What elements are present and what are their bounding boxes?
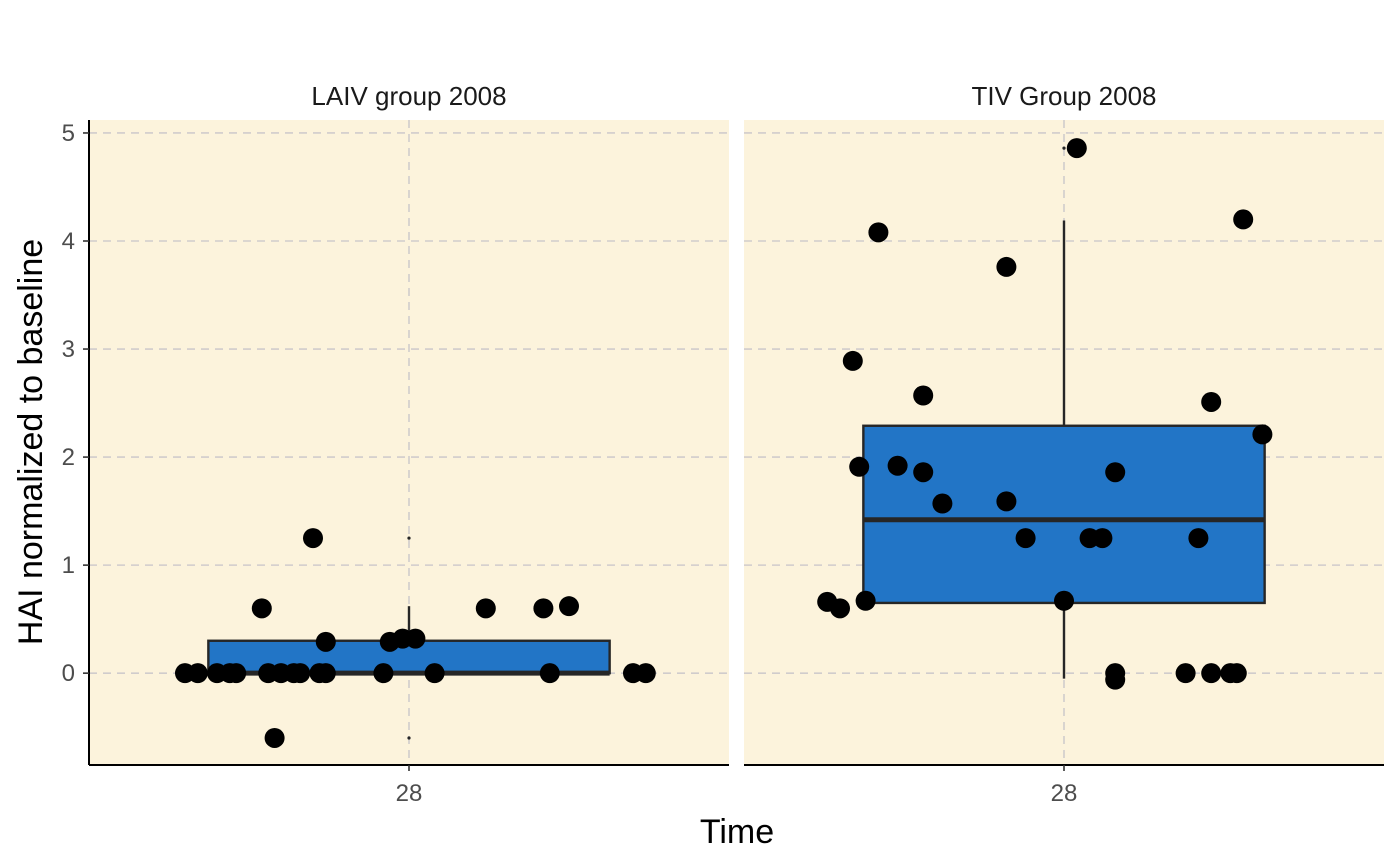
data-point <box>1201 663 1222 684</box>
data-point <box>226 663 247 684</box>
y-tick-label: 3 <box>62 336 75 363</box>
data-point <box>830 598 850 619</box>
x-axis-title: Time <box>700 813 774 851</box>
data-point <box>405 628 426 649</box>
data-point <box>424 663 445 684</box>
data-point <box>539 663 560 684</box>
data-point <box>303 528 323 549</box>
data-point <box>1105 669 1126 690</box>
y-tick-label: 5 <box>62 120 75 147</box>
data-point <box>290 663 311 684</box>
x-tick-label: 28 <box>396 780 423 807</box>
data-point <box>264 727 285 748</box>
data-point <box>996 491 1017 512</box>
data-point <box>373 663 394 684</box>
y-axis: 0 1 2 3 4 5 <box>62 120 90 765</box>
data-point <box>475 598 496 619</box>
x-tick-label: 28 <box>1051 780 1078 807</box>
data-point <box>533 598 554 619</box>
data-point <box>855 590 876 611</box>
data-point <box>559 596 579 617</box>
panel-2: TIV Group 2008 28 <box>744 81 1384 807</box>
data-point <box>315 663 336 684</box>
chart-panels: LAIV group 2008 28 TIV Group 2008 28 <box>89 81 1384 807</box>
data-point <box>1201 391 1222 412</box>
panel-1: LAIV group 2008 28 <box>89 81 729 807</box>
outlier-point <box>1062 146 1066 150</box>
data-point <box>1233 209 1254 230</box>
y-tick-label: 2 <box>62 444 75 471</box>
data-point <box>868 222 889 243</box>
data-point <box>913 462 934 483</box>
data-point <box>913 385 934 406</box>
outlier-point <box>407 536 411 540</box>
data-point <box>842 350 863 371</box>
data-point <box>1105 462 1126 483</box>
data-point <box>1226 663 1247 684</box>
outlier-point <box>407 736 411 740</box>
data-point <box>1092 528 1113 549</box>
data-point <box>932 493 953 514</box>
y-tick-label: 4 <box>62 228 75 255</box>
data-point <box>849 456 870 477</box>
data-point <box>187 663 208 684</box>
data-point <box>1175 663 1196 684</box>
data-point <box>887 455 908 476</box>
data-point <box>1252 424 1273 445</box>
y-tick-label: 0 <box>62 660 75 687</box>
data-point <box>1188 528 1209 549</box>
data-point <box>315 631 336 652</box>
data-point <box>635 663 656 684</box>
data-point <box>1015 528 1036 549</box>
data-point <box>996 256 1017 277</box>
data-point <box>251 598 272 619</box>
data-point <box>1054 590 1074 611</box>
box <box>862 424 1266 605</box>
panel-title: TIV Group 2008 <box>972 81 1157 111</box>
panel-title: LAIV group 2008 <box>311 81 506 111</box>
y-axis-title: HAI normalized to baseline <box>12 239 50 645</box>
data-point <box>1066 138 1087 159</box>
y-tick-label: 1 <box>62 552 75 579</box>
